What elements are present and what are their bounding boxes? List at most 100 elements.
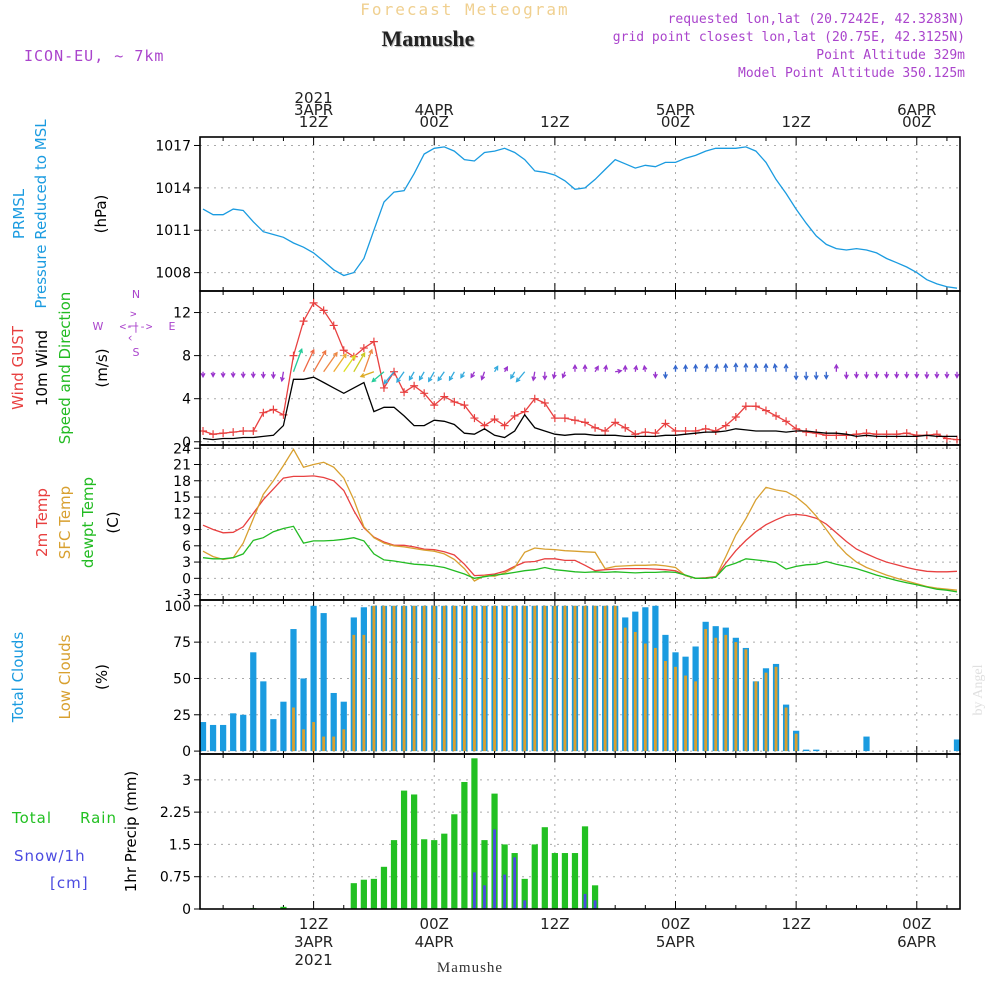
precip-bar [531, 844, 538, 909]
cloud-bar [593, 605, 597, 752]
wind-arrow-head [582, 363, 588, 370]
y-axis-label: (hPa) [92, 195, 110, 234]
wind-arrow [396, 371, 405, 383]
compass-we: <-|-> [119, 320, 152, 333]
wind-arrow-head [428, 377, 433, 383]
precip-bar [551, 853, 558, 909]
wind-arrow-head [542, 375, 548, 381]
gust-marker [802, 428, 811, 437]
wind-arrow [437, 371, 445, 381]
requested-coords: requested lon,lat (20.7242E, 42.3283N) [668, 12, 965, 27]
grid-point-coords: grid point closest lon,lat (20.75E, 42.3… [613, 30, 965, 45]
cloud-bar [714, 637, 718, 752]
compass-icon: N S W E <-|->^ | v [93, 288, 176, 359]
gust-marker [470, 414, 479, 423]
y-tick-label: 100 [164, 599, 191, 615]
gust-marker [741, 402, 750, 411]
precip-bar [513, 857, 517, 909]
wind-arrow-head [683, 363, 689, 370]
precip-bar [541, 827, 548, 909]
precip-legend-label: Total [11, 809, 52, 827]
wind-arrow [363, 349, 373, 372]
cloud-bar [664, 661, 667, 752]
wind-arrow-head [823, 374, 829, 380]
cloud-bar [280, 701, 287, 752]
panel-3: 0 25 50 75 100 Total Clouds Low Clouds (%) [9, 599, 961, 760]
y-tick-label: 0 [182, 744, 191, 760]
wind-arrow-head [321, 349, 327, 355]
precip-bar [493, 829, 496, 909]
wind-arrow-head [359, 373, 365, 378]
cloud-bar [493, 605, 496, 752]
panel-0: 1008 1011 1014 1017 PRMSL Pressure Reduced to… [10, 119, 961, 309]
wind-arrow-head [240, 373, 246, 379]
cloud-bar [684, 675, 687, 752]
gust-marker [832, 431, 841, 440]
wind-arrow-head [793, 375, 799, 381]
y-axis-label: (m/s) [93, 348, 111, 387]
wind-arrow-head [642, 364, 648, 371]
precip-bar [571, 853, 579, 909]
wind-arrow-head [853, 373, 859, 379]
panel-1: 0 4 8 12 Wind GUST 10m Wind Speed and Directio… [9, 288, 961, 451]
y-tick-label: 9 [182, 523, 191, 539]
gust-marker [390, 367, 399, 376]
precip-bar [280, 906, 287, 909]
wind-arrow-head [572, 363, 578, 370]
wind-arrow [428, 371, 435, 382]
gust-marker [430, 401, 439, 410]
cloud-bar [220, 724, 227, 752]
wind-arrow-head [843, 374, 849, 380]
precip-bar [483, 885, 486, 909]
gust-marker [731, 413, 740, 421]
cloud-bar [674, 666, 677, 752]
series-line [202, 475, 958, 579]
y-tick-label: 24 [173, 441, 191, 457]
y-tick-label: 3 [182, 773, 191, 789]
wind-arrow-head [298, 347, 303, 354]
panel-legend-label: Total Clouds [9, 632, 27, 724]
panel-legend-label: Pressure Reduced to MSL [32, 119, 50, 309]
wind-arrow-head [633, 364, 639, 371]
y-tick-label: 15 [173, 490, 191, 506]
wind-arrow-head [351, 354, 356, 360]
gust-marker [239, 427, 248, 435]
wind-arrow [408, 371, 415, 381]
gust-marker [591, 423, 600, 432]
wind-arrow-head [954, 373, 960, 379]
bottom-time-label: 12Z [540, 915, 569, 933]
cloud-bar [953, 739, 961, 752]
wind-arrow-head [652, 373, 658, 379]
wind-arrow-head [200, 372, 206, 379]
point-altitude: Point Altitude 329m [816, 48, 965, 63]
cloud-bar [432, 605, 436, 752]
wind-arrow-head [368, 348, 374, 354]
cloud-bar [513, 605, 517, 752]
wind-arrow [343, 355, 356, 373]
precip-bar [471, 758, 478, 909]
subtitle: Forecast Meteogram [360, 0, 569, 19]
panel-legend-label: 2m Temp [33, 488, 51, 557]
cloud-bar [694, 681, 698, 752]
panel-legend-label: Low Clouds [56, 634, 74, 719]
cloud-bar [583, 605, 587, 752]
wind-arrow-head [531, 376, 537, 382]
cloud-bar [240, 714, 247, 752]
cloud-bar [310, 605, 317, 752]
gust-marker [772, 411, 781, 420]
cloud-bar [863, 736, 870, 752]
precip-bar [360, 879, 367, 909]
gust-marker [329, 321, 338, 330]
wind-arrow-head [418, 375, 424, 381]
wind-arrow-head [772, 363, 778, 369]
cloud-bar [270, 719, 277, 752]
gust-marker [550, 414, 559, 423]
cloud-bar [643, 643, 647, 752]
cloud-bar [260, 681, 267, 752]
gust-marker [661, 419, 670, 428]
precip-bar [561, 853, 569, 909]
wind-arrow-head [470, 373, 475, 379]
precip-bar [441, 833, 448, 909]
wind-arrow-head [220, 372, 226, 379]
